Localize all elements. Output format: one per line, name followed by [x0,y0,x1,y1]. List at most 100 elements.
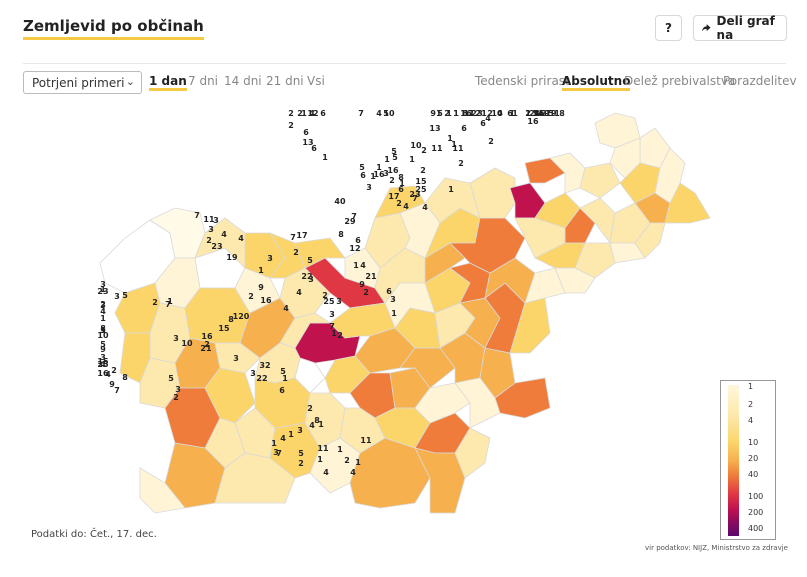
municipality-value-label: 3 [308,275,314,284]
municipality-value-label: 1 [512,109,518,118]
municipality-value-label: 6 [320,109,326,118]
tab-porazdelitev[interactable]: Porazdelitev [723,74,797,88]
municipality-value-label: 3 [273,448,279,457]
tab-21-dni[interactable]: 21 dni [266,74,304,88]
municipality-value-label: 16 [533,109,545,118]
tab-tedenski-prirast[interactable]: Tedenski prirast [475,74,570,88]
municipality-value-label: 5 [533,109,539,118]
municipality-value-label: 3 [336,297,342,306]
region-s-15[interactable] [454,427,491,479]
municipality-value-label: 2 [100,300,106,309]
municipality-value-label: 1 [317,455,323,464]
municipality-value-label: 1 [271,439,277,448]
municipality-value-label: 3 [100,280,106,289]
share-button[interactable]: Deli graf na [693,14,787,42]
region-ec-17[interactable] [524,267,566,304]
tab-7-dni[interactable]: 7 dni [188,74,219,88]
municipality-value-label: 2 [458,159,464,168]
municipality-value-label: 8 [122,373,128,382]
municipality-value-label: 7 [290,233,296,242]
municipality-value-label: 19 [226,253,238,262]
municipality-value-label: 1 [301,109,307,118]
region-p-8[interactable] [634,222,666,259]
municipality-value-label: 5 [122,291,128,300]
metric-select[interactable]: Potrjeni primeri ⌄ [23,71,142,94]
municipality-value-label: 4 [238,234,244,243]
municipality-value-label: 6 [462,109,468,118]
chevron-down-icon: ⌄ [125,75,135,88]
municipality-value-label: 1 [322,153,328,162]
municipality-value-label: 1 [399,179,405,188]
municipality-value-label: 6 [355,236,361,245]
municipality-value-label: 2 [488,137,494,146]
map-regions [99,112,711,514]
legend-label: 100 [748,492,764,501]
municipality-value-label: 1 [453,109,459,118]
region-mb-1[interactable] [524,157,566,184]
tab-vsi[interactable]: Vsi [307,74,325,88]
municipality-value-label: 1 [376,163,382,172]
tab-absolutno[interactable]: Absolutno [562,74,631,91]
municipality-value-label: 5 [392,153,398,162]
municipality-value-label: 3 [297,426,303,435]
municipality-value-label: 25 [97,360,109,369]
municipality-value-label: 1 [100,326,106,335]
region-ec-6[interactable] [454,377,501,429]
municipality-value-label: 11 [317,444,329,453]
municipality-value-label: 3 [233,354,239,363]
region-n-7[interactable] [374,185,426,219]
legend-label: 2 [748,400,754,409]
municipality-value-label: 3 [173,334,179,343]
municipality-value-label: 2 [525,109,531,118]
municipality-value-label: 1 [409,155,415,164]
region-nc-3[interactable] [234,267,281,314]
municipality-value-label: 1 [355,458,361,467]
municipality-value-label: 3 [329,310,335,319]
region-s-3[interactable] [214,452,296,504]
municipality-value-label: 4 [296,288,302,297]
tab-1-dan[interactable]: 1 dan [149,74,187,91]
municipality-value-label: 4 [485,114,491,123]
help-button[interactable]: ? [655,15,682,41]
legend-label: 40 [748,470,759,479]
municipality-value-label: 2 [471,109,477,118]
municipality-value-label: 6 [466,109,472,118]
region-mb-10[interactable] [579,162,621,199]
municipality-value-label: 12 [349,244,360,253]
region-nc-8[interactable] [294,237,346,269]
municipality-value-label: 5 [280,367,286,376]
municipality-value-label: 19 [545,109,557,118]
municipality-value-label: 25 [323,297,335,306]
municipality-value-label: 2 [293,248,299,257]
region-west-13[interactable] [139,467,186,514]
tab-14-dni[interactable]: 14 dni [224,74,262,88]
municipality-value-label: 11 [463,109,475,118]
tab-delez-prebivalstva[interactable]: Delež prebivalstva [624,74,736,88]
municipality-value-label: 8 [228,315,234,324]
municipality-value-label: 1 [331,329,337,338]
region-mb-7[interactable] [554,267,596,294]
municipality-value-label: 4 [422,203,428,212]
municipality-value-label: 6 [386,287,392,296]
municipality-value-label: 4 [323,468,329,477]
municipality-value-label: 1 [318,420,324,429]
municipality-value-label: 8 [338,230,344,239]
data-date: Podatki do: Čet., 17. dec. [31,529,157,540]
municipality-value-label: 4 [100,307,106,316]
legend-label: 10 [748,438,759,447]
municipality-value-label: 8 [398,173,404,182]
municipality-value-label: 9 [258,283,264,292]
region-west-16[interactable] [214,342,261,374]
municipality-value-label: 23 [409,190,420,199]
municipality-value-label: 2 [204,340,210,349]
municipality-value-label: 7 [329,322,335,331]
municipality-value-label: 7 [194,211,200,220]
municipality-value-label: 16 [97,369,109,378]
region-p-7[interactable] [654,147,686,204]
metric-select-value: Potrjeni primeri [32,75,125,90]
municipality-value-label: 5 [100,326,106,335]
municipality-value-label: 2 [363,288,369,297]
municipality-value-label: 1 [525,109,531,118]
municipality-value-label: 4 [280,434,286,443]
